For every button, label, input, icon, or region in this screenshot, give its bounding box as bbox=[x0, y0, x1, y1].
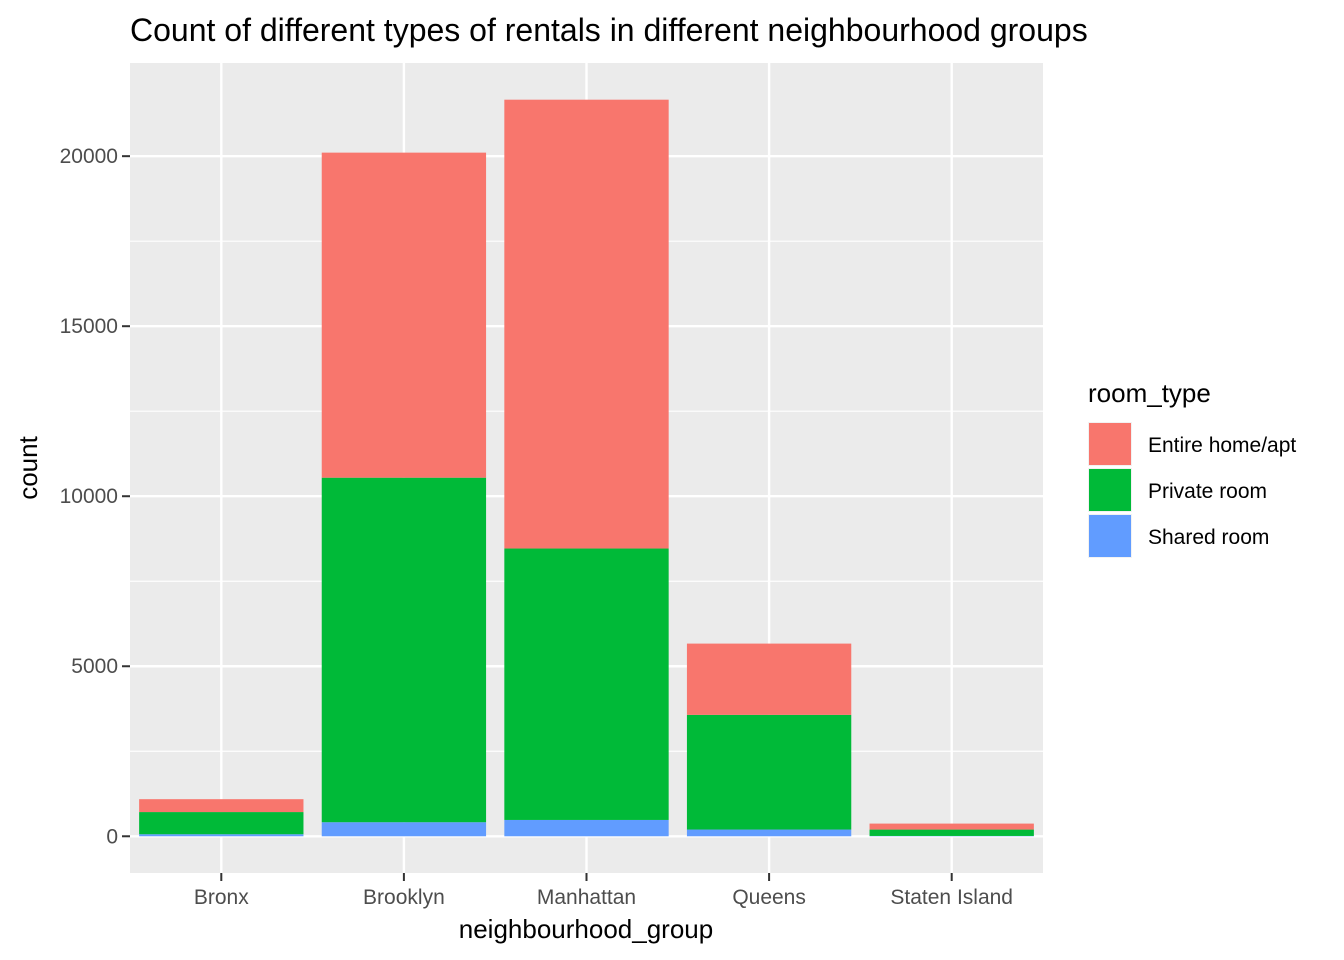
y-tick-label: 20000 bbox=[60, 145, 118, 168]
bar-segment bbox=[686, 643, 852, 715]
legend-label: Private room bbox=[1148, 480, 1267, 503]
bar-segment bbox=[504, 548, 669, 820]
bar-segment bbox=[321, 477, 487, 823]
y-tick-label: 0 bbox=[106, 825, 118, 848]
bar-segment bbox=[321, 822, 487, 837]
legend-label: Shared room bbox=[1148, 526, 1269, 549]
bar-segment bbox=[139, 834, 304, 837]
bar-segment bbox=[869, 823, 1034, 830]
x-tick-label: Staten Island bbox=[890, 886, 1013, 909]
x-axis: Bronx Brooklyn Manhattan Queens Staten Islan… bbox=[194, 873, 1013, 909]
bar-segment bbox=[504, 99, 669, 549]
legend-title: room_type bbox=[1088, 378, 1211, 408]
chart-title: Count of different types of rentals in d… bbox=[130, 12, 1088, 48]
x-tick-label: Brooklyn bbox=[363, 886, 445, 909]
bar-segment bbox=[869, 829, 1034, 836]
y-tick-label: 15000 bbox=[60, 315, 118, 338]
y-axis: 0 5000 10000 15000 20000 bbox=[60, 145, 130, 848]
legend-swatch bbox=[1089, 423, 1131, 465]
y-tick-label: 5000 bbox=[71, 655, 118, 678]
bar-segment bbox=[321, 152, 487, 478]
y-tick-label: 10000 bbox=[60, 485, 118, 508]
legend-label: Entire home/apt bbox=[1148, 434, 1296, 457]
bar-segment bbox=[686, 714, 852, 830]
x-axis-title: neighbourhood_group bbox=[459, 914, 713, 944]
bar-segment bbox=[686, 829, 852, 837]
bar-segment bbox=[504, 819, 669, 837]
y-axis-title: count bbox=[13, 435, 43, 499]
bar-segment bbox=[139, 812, 304, 835]
x-tick-label: Manhattan bbox=[537, 886, 636, 909]
bars bbox=[139, 99, 1034, 837]
legend-swatch bbox=[1089, 469, 1131, 511]
bar-segment bbox=[139, 799, 304, 813]
legend-swatch bbox=[1089, 515, 1131, 557]
legend: room_type Entire home/apt Private room Sha… bbox=[1088, 378, 1296, 558]
x-tick-label: Bronx bbox=[194, 886, 249, 909]
x-tick-label: Queens bbox=[732, 886, 806, 909]
